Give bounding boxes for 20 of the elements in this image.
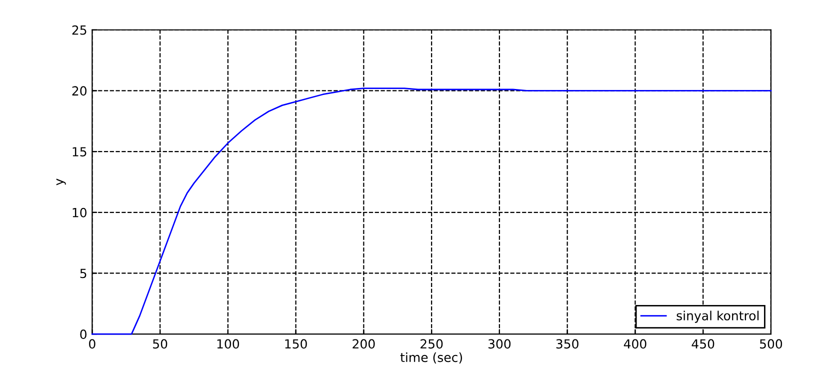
x-tick-label: 50: [153, 339, 168, 349]
y-tick-label: 10: [72, 208, 86, 218]
x-axis-title: time (sec): [400, 352, 462, 364]
x-tick-label: 200: [352, 339, 375, 349]
x-tick-label: 100: [217, 339, 240, 349]
legend-label: sinyal kontrol: [676, 310, 759, 323]
x-tick-label: 150: [285, 339, 307, 349]
y-tick-label: 25: [72, 25, 86, 35]
x-tick-label: 300: [488, 339, 511, 349]
x-tick-label: 450: [692, 339, 714, 349]
x-tick-label: 400: [624, 339, 646, 349]
y-tick-label: 5: [80, 268, 86, 278]
y-tick-label: 20: [72, 86, 86, 96]
x-tick-label: 350: [556, 339, 578, 349]
y-tick-label: 0: [80, 330, 86, 339]
y-tick-label: 15: [72, 147, 86, 156]
x-tick-label: 0: [89, 339, 96, 349]
x-tick-label: 500: [760, 339, 782, 349]
y-axis-title: y: [56, 178, 66, 186]
x-tick-label: 250: [420, 339, 443, 349]
